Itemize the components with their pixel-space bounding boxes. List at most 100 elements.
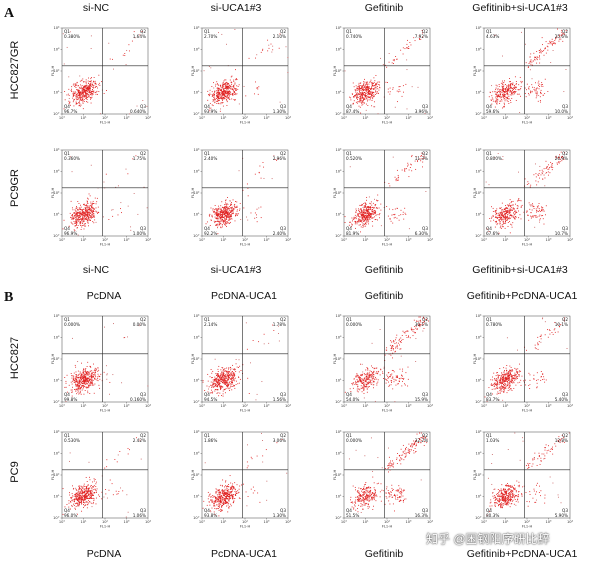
event-dot [235, 370, 237, 372]
event-dot [236, 79, 238, 80]
event-dot [371, 377, 373, 378]
event-dot [88, 85, 90, 87]
y-tick-label: 10° [335, 400, 342, 404]
event-dot [360, 210, 362, 212]
event-dot [359, 106, 361, 108]
event-dot [371, 382, 373, 384]
event-dot [491, 206, 492, 208]
event-dot [505, 208, 507, 210]
event-dot [225, 223, 227, 225]
event-dot [357, 89, 359, 91]
event-dot [85, 216, 87, 218]
event-dot [214, 383, 216, 385]
event-dot [363, 210, 365, 212]
event-dot [87, 93, 89, 95]
event-dot [85, 93, 87, 95]
event-dot [219, 88, 221, 90]
event-dot [208, 386, 210, 388]
event-dot [238, 84, 240, 86]
event-dot [78, 385, 80, 386]
event-dot [217, 223, 219, 225]
event-dot [147, 385, 149, 387]
event-dot [225, 91, 227, 93]
event-dot [231, 89, 233, 91]
event-dot [531, 90, 533, 92]
event-dot [81, 86, 82, 88]
event-dot [509, 91, 511, 93]
event-dot [74, 222, 76, 224]
event-dot [218, 384, 220, 386]
event-dot [82, 378, 84, 380]
event-dot [218, 32, 219, 34]
event-dot [76, 393, 78, 395]
event-dot [552, 43, 554, 44]
event-dot [80, 88, 82, 89]
event-dot [278, 47, 280, 49]
event-dot [363, 220, 365, 222]
event-dot [356, 96, 358, 98]
event-dot [514, 76, 516, 78]
event-dot [85, 383, 87, 385]
event-dot [221, 210, 223, 212]
event-dot [502, 216, 504, 218]
y-tick-label: 10² [53, 191, 60, 195]
event-dot [537, 210, 539, 212]
event-dot [86, 383, 88, 385]
event-dot [92, 376, 94, 378]
event-dot [83, 91, 85, 93]
event-dot [394, 343, 396, 345]
event-dot [411, 86, 413, 88]
event-dot [90, 80, 92, 82]
quadrant-name: Q3 [280, 226, 286, 231]
event-dot [212, 211, 214, 213]
event-dot [85, 87, 87, 89]
event-dot [377, 373, 379, 375]
event-dot [76, 214, 77, 216]
event-dot [369, 89, 370, 91]
event-dot [215, 85, 216, 87]
event-dot [496, 220, 498, 222]
event-dot [562, 155, 564, 157]
event-dot [65, 382, 67, 384]
event-dot [202, 380, 204, 382]
event-dot [77, 85, 79, 86]
quadrant-name: Q3 [562, 104, 568, 109]
event-dot [383, 378, 384, 379]
event-dot [221, 371, 223, 373]
event-dot [494, 91, 496, 93]
event-dot [287, 72, 289, 73]
event-dot [422, 161, 424, 163]
quadrant-percent: 7.92% [415, 34, 428, 39]
event-dot [515, 91, 517, 92]
event-dot [354, 216, 356, 218]
quadrant-name: Q2 [280, 317, 286, 322]
event-dot [95, 369, 96, 371]
panel-a-col-title-1: si-NC [82, 2, 110, 14]
event-dot [226, 212, 228, 214]
event-dot [555, 155, 557, 157]
event-dot [217, 94, 219, 96]
event-dot [371, 94, 373, 96]
event-dot [99, 84, 101, 86]
event-dot [396, 217, 398, 219]
event-dot [363, 97, 364, 99]
event-dot [512, 200, 514, 202]
event-dot [407, 48, 409, 49]
event-dot [227, 214, 229, 216]
event-dot [542, 94, 544, 96]
event-dot [561, 156, 563, 158]
event-dot [359, 88, 361, 90]
event-dot [422, 153, 424, 155]
event-dot [141, 30, 143, 32]
event-dot [363, 225, 365, 227]
event-dot [499, 100, 501, 102]
event-dot [357, 88, 358, 90]
event-dot [214, 386, 216, 388]
event-dot [392, 88, 394, 90]
event-dot [391, 380, 393, 382]
event-dot [102, 216, 104, 218]
event-dot [398, 380, 400, 382]
x-tick-label: 10¹ [362, 116, 369, 120]
event-dot [506, 218, 508, 220]
event-dot [75, 207, 77, 209]
